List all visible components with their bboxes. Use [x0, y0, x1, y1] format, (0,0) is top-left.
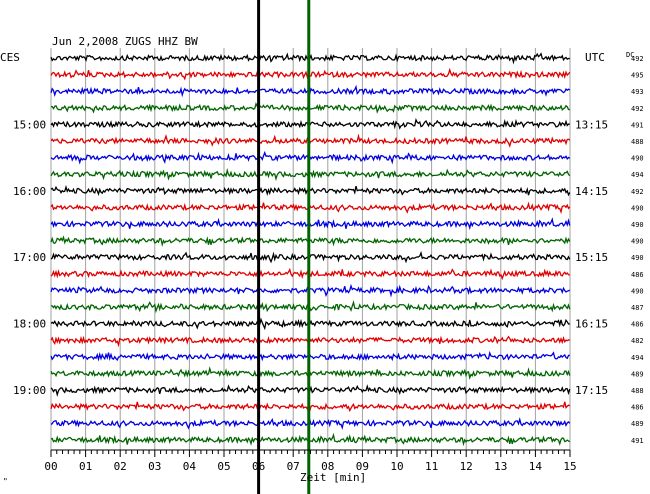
right-time-label: 14:15: [575, 185, 608, 198]
x-tick-label: 15: [563, 460, 576, 473]
dc-value: 490: [631, 155, 644, 163]
dc-value: 486: [631, 321, 644, 329]
seismic-trace: [50, 102, 570, 114]
dc-value: 492: [631, 188, 644, 196]
seismic-trace: [50, 84, 571, 98]
dc-value: 493: [631, 88, 644, 96]
dc-value: 486: [631, 271, 644, 279]
seismic-trace: [50, 384, 571, 397]
seismic-trace: [50, 235, 571, 248]
x-tick-label: 03: [148, 460, 161, 473]
axis-layer: [50, 449, 571, 457]
seismic-trace: [50, 52, 570, 65]
x-tick-label: 06: [252, 460, 265, 473]
right-time-label: 17:15: [575, 384, 608, 397]
seismic-trace: [50, 317, 570, 331]
x-tick-label: 14: [529, 460, 543, 473]
seismic-trace: [50, 150, 571, 165]
dc-value: 487: [631, 304, 644, 312]
x-tick-label: 07: [287, 460, 300, 473]
x-tick-label: 05: [217, 460, 230, 473]
dc-value: 488: [631, 387, 644, 395]
seismic-trace: [50, 267, 571, 281]
left-time-label: 19:00: [13, 384, 46, 397]
dc-value: 490: [631, 204, 644, 212]
left-time-label: 18:00: [13, 318, 46, 331]
seismic-trace: [50, 366, 571, 380]
left-time-label: 15:00: [13, 118, 46, 131]
seismic-trace: [50, 283, 570, 298]
seismic-trace: [50, 416, 571, 430]
x-tick-label: 13: [494, 460, 507, 473]
x-tick-label: 11: [425, 460, 438, 473]
x-tick-label: 08: [321, 460, 334, 473]
dc-value: 491: [631, 121, 644, 129]
seismic-trace: [50, 432, 571, 447]
seismic-trace: [50, 67, 571, 81]
dc-value: 489: [631, 370, 644, 378]
grid-layer: [50, 48, 571, 450]
x-tick-label: 01: [79, 460, 92, 473]
seismic-trace: [50, 250, 571, 264]
left-time-label: 17:00: [13, 251, 46, 264]
left-time-label: 16:00: [13, 185, 46, 198]
right-time-label: 13:15: [575, 118, 608, 131]
dc-value: 495: [631, 72, 644, 80]
dc-value: 488: [631, 138, 644, 146]
dc-value: 490: [631, 238, 644, 246]
dc-value: 490: [631, 221, 644, 229]
x-axis-label: Zeit [min]: [300, 471, 366, 484]
label-layer: Jun 2,2008 ZUGS HHZ BW CES UTC DC Zeit […: [0, 35, 644, 486]
x-tick-label: 02: [114, 460, 127, 473]
x-tick-label: 00: [44, 460, 57, 473]
dc-value: 490: [631, 254, 644, 262]
dc-value: 494: [631, 171, 644, 179]
dc-value: 490: [631, 287, 644, 295]
corner-mark: ": [3, 477, 8, 486]
dc-value: 482: [631, 337, 644, 345]
seismic-trace: [50, 300, 571, 314]
right-time-label: 16:15: [575, 318, 608, 331]
seismic-trace: [50, 401, 571, 413]
chart-title: Jun 2,2008 ZUGS HHZ BW: [52, 35, 198, 48]
seismic-trace: [50, 184, 571, 197]
dc-value: 491: [631, 437, 644, 445]
dc-value: 489: [631, 420, 644, 428]
x-tick-label: 09: [356, 460, 369, 473]
trace-layer: [50, 52, 571, 447]
event-marker-layer: [257, 0, 311, 494]
x-tick-label: 12: [460, 460, 473, 473]
seismic-trace: [50, 133, 571, 148]
seismic-trace: [50, 217, 571, 231]
utc-label: UTC: [585, 51, 605, 64]
seismic-trace: [50, 117, 570, 130]
seismic-trace: [50, 350, 570, 362]
dc-label: DC: [626, 51, 634, 59]
x-tick-label: 10: [390, 460, 403, 473]
dc-value: 494: [631, 354, 644, 362]
dc-value: 492: [631, 105, 644, 113]
seismic-trace: [50, 167, 571, 182]
dc-value: 492: [631, 55, 644, 63]
x-tick-label: 04: [183, 460, 197, 473]
ces-label: CES: [0, 51, 20, 64]
right-time-label: 15:15: [575, 251, 608, 264]
seismic-trace: [50, 335, 570, 348]
seismic-trace: [50, 201, 571, 215]
dc-value: 486: [631, 404, 644, 412]
